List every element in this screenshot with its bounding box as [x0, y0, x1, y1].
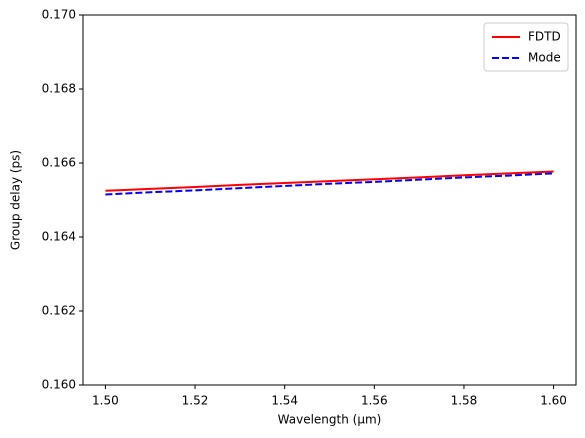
- legend-label: Mode: [528, 51, 561, 65]
- series-line: [105, 170, 554, 192]
- y-tick-label: 0.166: [42, 156, 76, 170]
- x-tick-label: 1.58: [451, 394, 478, 408]
- series-line: [105, 172, 554, 196]
- x-tick-label: 1.56: [361, 394, 388, 408]
- x-tick-label: 1.52: [182, 394, 209, 408]
- y-tick-label: 0.164: [42, 230, 76, 244]
- y-tick-label: 0.168: [42, 82, 76, 96]
- y-tick-label: 0.160: [42, 378, 76, 392]
- legend-label: FDTD: [528, 30, 561, 44]
- x-tick-label: 1.54: [271, 394, 298, 408]
- x-tick-label: 1.50: [92, 394, 119, 408]
- y-axis-label: Group delay (ps): [9, 150, 23, 250]
- x-axis-label: Wavelength (µm): [278, 413, 382, 427]
- y-tick-label: 0.170: [42, 8, 76, 22]
- y-tick-label: 0.162: [42, 304, 76, 318]
- x-tick-label: 1.60: [540, 394, 567, 408]
- plot-frame: [82, 14, 577, 386]
